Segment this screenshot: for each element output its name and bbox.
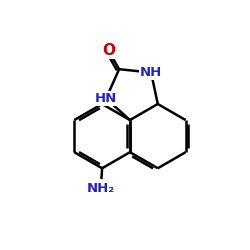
Text: NH₂: NH₂ <box>87 182 115 195</box>
Text: HN: HN <box>95 92 117 105</box>
Text: O: O <box>102 44 115 59</box>
Text: NH: NH <box>140 66 162 79</box>
